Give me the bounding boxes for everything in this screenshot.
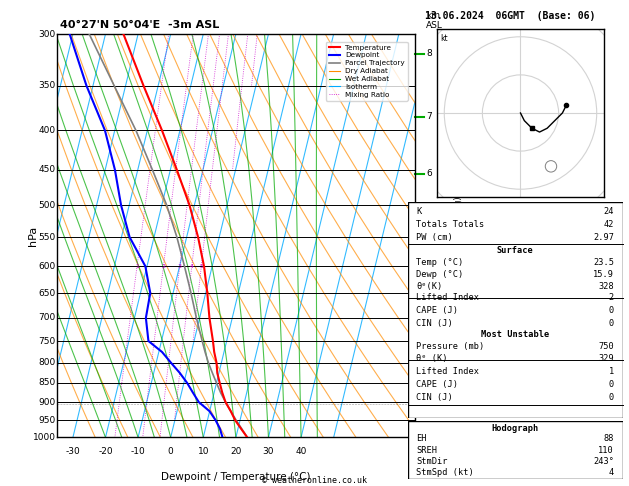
Text: CAPE (J): CAPE (J) <box>416 380 458 389</box>
Text: 4: 4 <box>609 469 614 477</box>
Text: -20: -20 <box>98 448 113 456</box>
Text: 8: 8 <box>426 49 431 58</box>
Text: 750: 750 <box>598 342 614 351</box>
Text: 243°: 243° <box>593 457 614 466</box>
Text: -10: -10 <box>131 448 145 456</box>
Text: CIN (J): CIN (J) <box>416 393 453 402</box>
Text: 1: 1 <box>609 367 614 376</box>
Text: 900: 900 <box>39 398 56 407</box>
Text: SREH: SREH <box>416 446 437 454</box>
Text: 600: 600 <box>39 262 56 271</box>
Text: Lifted Index: Lifted Index <box>416 367 479 376</box>
Text: 30: 30 <box>263 448 274 456</box>
Text: 0: 0 <box>609 306 614 315</box>
Text: 3: 3 <box>426 313 431 322</box>
Text: 2: 2 <box>609 294 614 302</box>
Text: Temp (°C): Temp (°C) <box>416 258 464 267</box>
Text: 1: 1 <box>426 397 431 406</box>
Text: StmDir: StmDir <box>416 457 448 466</box>
Text: 1000: 1000 <box>33 433 56 442</box>
Text: 2: 2 <box>426 356 431 365</box>
Text: 4: 4 <box>426 268 431 278</box>
Text: 328: 328 <box>598 281 614 291</box>
Text: © weatheronline.co.uk: © weatheronline.co.uk <box>262 476 367 485</box>
Text: 6: 6 <box>426 169 431 178</box>
Text: Dewp (°C): Dewp (°C) <box>416 270 464 278</box>
Text: 4: 4 <box>190 264 194 269</box>
Text: 700: 700 <box>39 313 56 322</box>
Text: Most Unstable: Most Unstable <box>481 330 549 339</box>
Text: 0: 0 <box>609 319 614 329</box>
Text: 950: 950 <box>39 416 56 425</box>
Text: 750: 750 <box>39 336 56 346</box>
Text: Surface: Surface <box>497 246 533 255</box>
Text: 13.06.2024  06GMT  (Base: 06): 13.06.2024 06GMT (Base: 06) <box>425 11 595 21</box>
Text: 40: 40 <box>296 448 307 456</box>
Text: 450: 450 <box>39 165 56 174</box>
Text: 110: 110 <box>598 446 614 454</box>
Text: StmSpd (kt): StmSpd (kt) <box>416 469 474 477</box>
Text: 40°27'N 50°04'E  -3m ASL: 40°27'N 50°04'E -3m ASL <box>60 20 220 30</box>
Text: EH: EH <box>416 434 426 443</box>
Text: 2: 2 <box>162 264 165 269</box>
Text: 400: 400 <box>39 126 56 135</box>
Text: CAPE (J): CAPE (J) <box>416 306 458 315</box>
Text: 24: 24 <box>604 207 614 216</box>
Text: 800: 800 <box>39 358 56 367</box>
Text: Totals Totals: Totals Totals <box>416 220 484 229</box>
Text: 850: 850 <box>39 379 56 387</box>
Text: 7: 7 <box>426 112 431 121</box>
Text: 5: 5 <box>426 221 431 230</box>
Text: 3: 3 <box>178 264 182 269</box>
Legend: Temperature, Dewpoint, Parcel Trajectory, Dry Adiabat, Wet Adiabat, Isotherm, Mi: Temperature, Dewpoint, Parcel Trajectory… <box>326 42 408 101</box>
Text: hPa: hPa <box>28 226 38 246</box>
Text: 550: 550 <box>39 233 56 242</box>
Text: 0: 0 <box>168 448 174 456</box>
Text: 20: 20 <box>230 448 242 456</box>
Text: PW (cm): PW (cm) <box>416 233 453 242</box>
Text: CIN (J): CIN (J) <box>416 319 453 329</box>
Text: Hodograph: Hodograph <box>491 424 539 433</box>
Text: θᵉ (K): θᵉ (K) <box>416 354 448 363</box>
Text: Dewpoint / Temperature (°C): Dewpoint / Temperature (°C) <box>161 472 311 482</box>
Text: θᵉ(K): θᵉ(K) <box>416 281 442 291</box>
Text: Lifted Index: Lifted Index <box>416 294 479 302</box>
Text: Mixing Ratio (g/kg): Mixing Ratio (g/kg) <box>454 196 463 276</box>
Text: 300: 300 <box>39 30 56 38</box>
Text: 23.5: 23.5 <box>593 258 614 267</box>
Text: 15.9: 15.9 <box>593 270 614 278</box>
Text: -30: -30 <box>65 448 81 456</box>
Text: Pressure (mb): Pressure (mb) <box>416 342 484 351</box>
Text: 42: 42 <box>604 220 614 229</box>
Text: 0: 0 <box>609 393 614 402</box>
Text: 350: 350 <box>39 81 56 90</box>
Text: 2.97: 2.97 <box>593 233 614 242</box>
Text: 500: 500 <box>39 201 56 209</box>
Text: 1LCL: 1LCL <box>426 399 445 408</box>
Text: 329: 329 <box>598 354 614 363</box>
Text: 10: 10 <box>198 448 209 456</box>
Text: K: K <box>416 207 421 216</box>
Text: km
ASL: km ASL <box>426 11 443 30</box>
Text: 0: 0 <box>609 380 614 389</box>
Text: 1: 1 <box>135 264 139 269</box>
Text: 88: 88 <box>604 434 614 443</box>
Text: kt: kt <box>440 34 448 43</box>
Text: 650: 650 <box>39 289 56 297</box>
Text: 5: 5 <box>199 264 203 269</box>
